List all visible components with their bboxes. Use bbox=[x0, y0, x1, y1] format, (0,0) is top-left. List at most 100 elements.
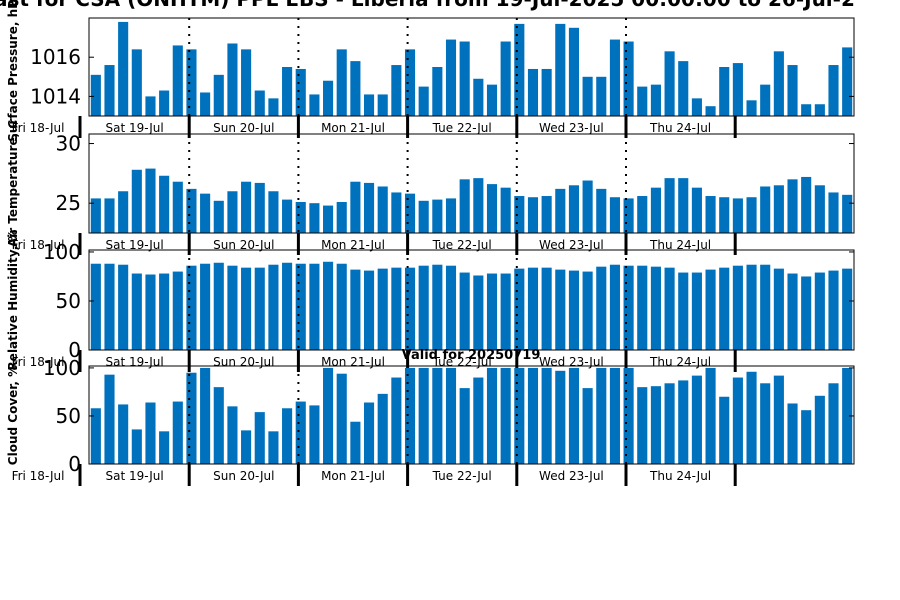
bar bbox=[664, 178, 675, 233]
bar bbox=[90, 74, 101, 116]
y-tick-label: 0 bbox=[68, 452, 81, 476]
bar bbox=[445, 367, 457, 464]
bar bbox=[678, 380, 689, 464]
bar bbox=[459, 41, 470, 116]
bar bbox=[145, 274, 156, 350]
bar bbox=[596, 266, 607, 350]
bar bbox=[295, 201, 306, 233]
bar bbox=[732, 198, 743, 233]
x-tick-label: Wed 23-Jul bbox=[539, 121, 604, 135]
bar bbox=[336, 49, 347, 116]
bar bbox=[186, 265, 197, 350]
bar bbox=[418, 265, 429, 350]
bar bbox=[514, 23, 525, 117]
bar bbox=[773, 51, 784, 116]
x-tick-label: Sun 20-Jul bbox=[213, 355, 274, 369]
bar bbox=[678, 272, 689, 350]
bar bbox=[404, 193, 416, 233]
bar bbox=[760, 383, 771, 464]
bar bbox=[596, 76, 607, 116]
bar bbox=[282, 199, 293, 233]
bar bbox=[145, 96, 156, 116]
bar bbox=[541, 196, 552, 233]
bar bbox=[568, 27, 580, 116]
bar bbox=[787, 403, 798, 464]
bar bbox=[445, 265, 457, 350]
bar bbox=[691, 187, 702, 233]
bar bbox=[650, 266, 661, 350]
x-tick-label: Wed 23-Jul bbox=[539, 238, 604, 252]
x-tick-label: Fri 18-Jul bbox=[12, 121, 65, 135]
bar bbox=[555, 188, 566, 233]
bar bbox=[773, 185, 784, 233]
bar bbox=[200, 92, 211, 116]
bar bbox=[787, 179, 798, 233]
bar bbox=[363, 94, 375, 116]
bar bbox=[118, 21, 129, 117]
bar bbox=[363, 182, 375, 233]
bar bbox=[555, 370, 566, 464]
bar bbox=[473, 377, 484, 464]
bar bbox=[801, 176, 812, 233]
x-tick-label: Sun 20-Jul bbox=[213, 238, 274, 252]
bar bbox=[213, 262, 224, 350]
bar bbox=[732, 63, 743, 116]
bar bbox=[323, 367, 334, 464]
bar bbox=[131, 273, 142, 350]
bar bbox=[282, 67, 293, 116]
x-tick-label: Thu 24-Jul bbox=[649, 238, 711, 252]
bar bbox=[295, 68, 306, 116]
bar bbox=[732, 377, 743, 464]
bar bbox=[159, 273, 170, 350]
bar bbox=[637, 196, 648, 233]
bar bbox=[90, 263, 101, 350]
bar bbox=[391, 192, 402, 233]
bar bbox=[350, 181, 361, 233]
bar bbox=[227, 265, 238, 350]
bar bbox=[801, 276, 812, 350]
bar bbox=[309, 203, 320, 233]
bar bbox=[241, 267, 252, 350]
bar bbox=[527, 367, 539, 464]
bar bbox=[404, 267, 416, 350]
bar bbox=[746, 371, 757, 464]
bar bbox=[172, 181, 183, 233]
plot-frame bbox=[88, 365, 855, 465]
y-axis-label: Air Temperature, C bbox=[6, 120, 20, 248]
bar bbox=[719, 197, 730, 233]
bar bbox=[118, 404, 129, 464]
bar bbox=[623, 367, 634, 464]
bar bbox=[254, 90, 265, 116]
bar bbox=[131, 49, 142, 116]
bar bbox=[200, 193, 211, 233]
bar bbox=[787, 273, 798, 350]
bar bbox=[582, 271, 593, 350]
bar bbox=[541, 267, 552, 350]
bar bbox=[323, 261, 334, 350]
bar bbox=[227, 191, 238, 233]
bar bbox=[432, 264, 443, 350]
bar bbox=[377, 393, 388, 464]
bar bbox=[336, 373, 347, 464]
bar bbox=[459, 388, 470, 464]
bar bbox=[227, 43, 238, 117]
bar bbox=[309, 405, 320, 464]
x-tick-label: Tue 22-Jul bbox=[432, 121, 492, 135]
y-tick-label: 25 bbox=[56, 191, 81, 215]
bar bbox=[705, 106, 716, 116]
bar bbox=[459, 272, 470, 350]
bar bbox=[186, 188, 197, 233]
y-tick-label: 50 bbox=[56, 289, 81, 313]
bar bbox=[746, 197, 757, 233]
bar bbox=[719, 396, 730, 464]
y-axis-label: Relative Humidity, % bbox=[6, 230, 20, 371]
bar bbox=[186, 49, 197, 116]
bar bbox=[159, 431, 170, 464]
bar bbox=[650, 84, 661, 116]
bar bbox=[842, 194, 853, 233]
bar bbox=[486, 184, 498, 233]
bar bbox=[323, 80, 334, 116]
bar bbox=[282, 262, 293, 350]
bar bbox=[404, 49, 416, 116]
bar bbox=[500, 187, 511, 233]
